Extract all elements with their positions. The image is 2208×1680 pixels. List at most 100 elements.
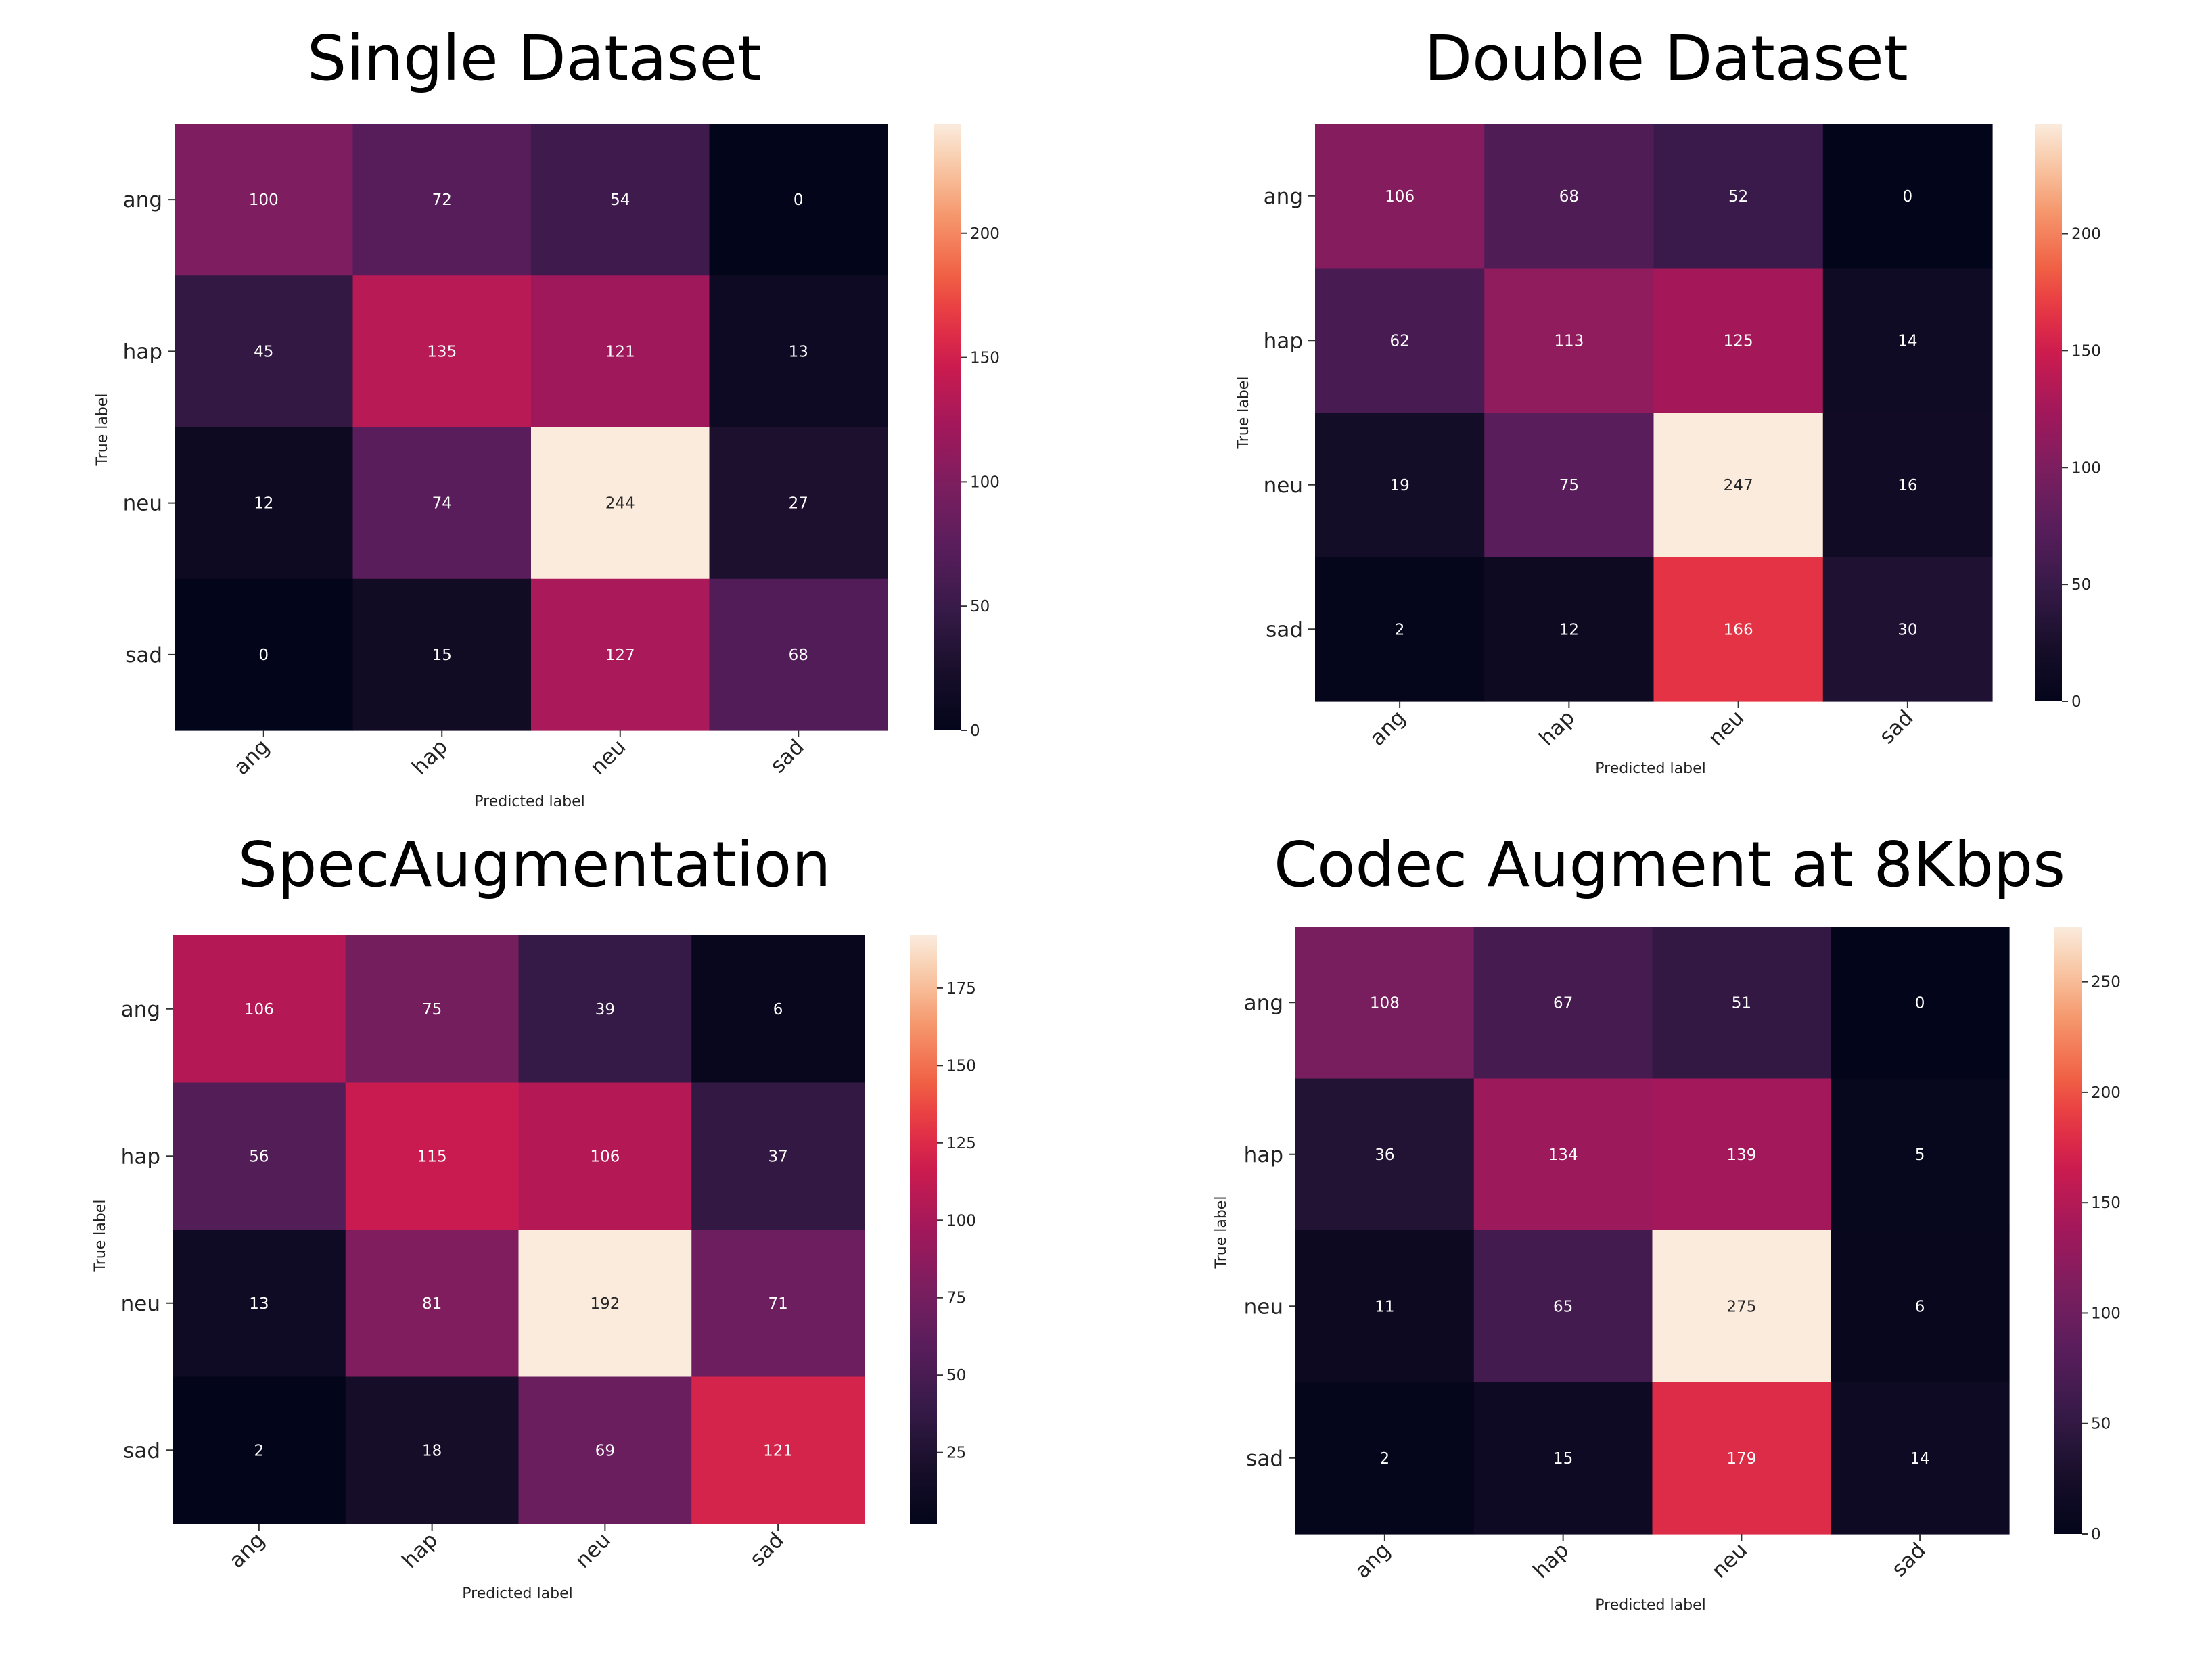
cell-value-label: 71: [768, 1295, 787, 1313]
cell-value-label: 13: [789, 343, 808, 360]
x-tick-label: hap: [398, 1528, 443, 1573]
x-tick-label: neu: [570, 1528, 616, 1573]
heatmap-cell: [1484, 557, 1655, 702]
colorbar-tick-label: 25: [946, 1445, 966, 1462]
panel-double-dataset: Double Dataset 106 68 52 0 62 113 125 14 19 75 247…: [1235, 22, 2101, 777]
colorbar-gradient: [2035, 124, 2062, 701]
cell-value-label: 14: [1898, 332, 1917, 350]
panel-title: Codec Augment at 8Kbps: [1274, 829, 2065, 901]
colorbar-tick-label: 150: [2091, 1194, 2121, 1212]
cell-value-label: 244: [605, 495, 635, 513]
cell-value-label: 179: [1726, 1450, 1756, 1468]
colorbar-tick-label: 125: [946, 1135, 976, 1152]
heatmap-cell: [709, 275, 888, 428]
cell-value-label: 106: [244, 1001, 274, 1019]
heatmap-cell: [518, 1082, 692, 1230]
heatmap-cell: [175, 578, 354, 731]
y-axis-label: True label: [1213, 1196, 1230, 1269]
heatmap-cell: [1652, 1230, 1831, 1383]
heatmap-cell: [709, 427, 888, 580]
x-tick-labels: ang hap neu sad: [229, 730, 809, 780]
colorbar-tick-label: 150: [2071, 342, 2101, 360]
x-tick-label: ang: [1350, 1538, 1396, 1583]
heatmap-cell: [175, 275, 354, 428]
heatmap-cell: [531, 578, 710, 731]
cell-value-label: 2: [1380, 1450, 1390, 1468]
heatmap-cell: [175, 124, 354, 276]
cell-value-label: 6: [1915, 1298, 1925, 1315]
cell-value-label: 0: [1903, 188, 1913, 206]
colorbar: 0 50 100 150 200: [934, 124, 1000, 740]
heatmap-cell: [518, 935, 692, 1083]
heatmap-cell: [345, 1082, 520, 1230]
y-tick-label: hap: [1244, 1143, 1283, 1167]
cell-value-label: 75: [422, 1001, 442, 1019]
heatmap-cell: [531, 427, 710, 580]
y-tick-label: sad: [125, 643, 162, 668]
y-tick-label: sad: [123, 1439, 160, 1463]
cell-value-label: 2: [1395, 621, 1405, 638]
panel-title: Double Dataset: [1424, 22, 1908, 95]
colorbar-tick-label: 75: [946, 1290, 966, 1307]
heatmap-cell: [1484, 268, 1655, 413]
x-tick-labels: ang hap neu sad: [225, 1524, 789, 1573]
cell-value-label: 16: [1898, 477, 1917, 494]
x-tick-label: hap: [1534, 705, 1580, 751]
cell-value-label: 45: [254, 343, 273, 360]
cell-value-label: 11: [1375, 1298, 1394, 1315]
heatmap-cell: [709, 578, 888, 731]
heatmap-cell: [1653, 124, 1824, 269]
x-tick-label: hap: [1529, 1538, 1574, 1583]
colorbar-tick-label: 0: [2091, 1526, 2101, 1543]
y-tick-label: neu: [1244, 1294, 1283, 1319]
heatmap-cell: [175, 427, 354, 580]
y-tick-label: hap: [123, 340, 162, 364]
y-tick-label: neu: [1264, 473, 1303, 498]
heatmap-cell: [1822, 268, 1993, 413]
cell-value-label: 0: [258, 647, 269, 664]
cell-value-label: 68: [789, 647, 808, 664]
heatmap-cell: [1822, 557, 1993, 702]
y-tick-label: ang: [123, 188, 162, 212]
heatmap-cell: [1831, 1230, 2010, 1383]
heatmap-cell: [172, 1082, 346, 1230]
heatmap-cells: [172, 935, 865, 1524]
cell-value-label: 127: [605, 647, 635, 664]
colorbar-tick-label: 50: [2071, 576, 2091, 594]
y-tick-label: sad: [1246, 1447, 1283, 1471]
y-tick-label: ang: [121, 998, 160, 1022]
colorbar-tick-label: 150: [970, 350, 1000, 367]
panel-codec-augment: Codec Augment at 8Kbps 108 67 51 0 36 134 139 5…: [1213, 829, 2121, 1614]
cell-value-label: 113: [1554, 332, 1584, 350]
heatmap-cell: [691, 935, 865, 1083]
cell-value-label: 37: [768, 1148, 787, 1165]
heatmap-cell: [1822, 413, 1993, 558]
heatmap-cell: [1822, 124, 1993, 269]
x-tick-label: sad: [766, 734, 809, 778]
y-tick-labels: ang hap neu sad: [123, 188, 175, 668]
x-axis-label: Predicted label: [1595, 1597, 1705, 1614]
cell-value-label: 247: [1724, 477, 1753, 494]
colorbar: 0 50 100 150 200 250: [2054, 927, 2121, 1543]
heatmap-cell: [352, 427, 532, 580]
cell-value-label: 12: [254, 495, 273, 513]
x-tick-label: ang: [229, 734, 275, 780]
cell-value-label: 0: [1915, 994, 1925, 1012]
cell-value-label: 108: [1370, 994, 1400, 1012]
cell-value-label: 19: [1389, 477, 1409, 494]
colorbar: 25 50 75 100 125 150 175: [910, 935, 976, 1524]
colorbar-tick-label: 0: [970, 722, 980, 740]
heatmap-cell: [1315, 413, 1485, 558]
colorbar-tick-label: 50: [970, 598, 990, 615]
y-tick-label: neu: [123, 492, 162, 516]
heatmap-cell: [1295, 1230, 1475, 1383]
cell-value-label: 275: [1726, 1298, 1756, 1315]
colorbar-gradient: [934, 124, 961, 730]
heatmap-cell: [691, 1230, 865, 1378]
y-tick-label: hap: [121, 1144, 160, 1169]
cell-value-label: 27: [789, 495, 808, 513]
x-tick-label: sad: [1887, 1538, 1931, 1581]
x-tick-label: sad: [745, 1528, 789, 1571]
heatmap-cell: [1315, 268, 1485, 413]
